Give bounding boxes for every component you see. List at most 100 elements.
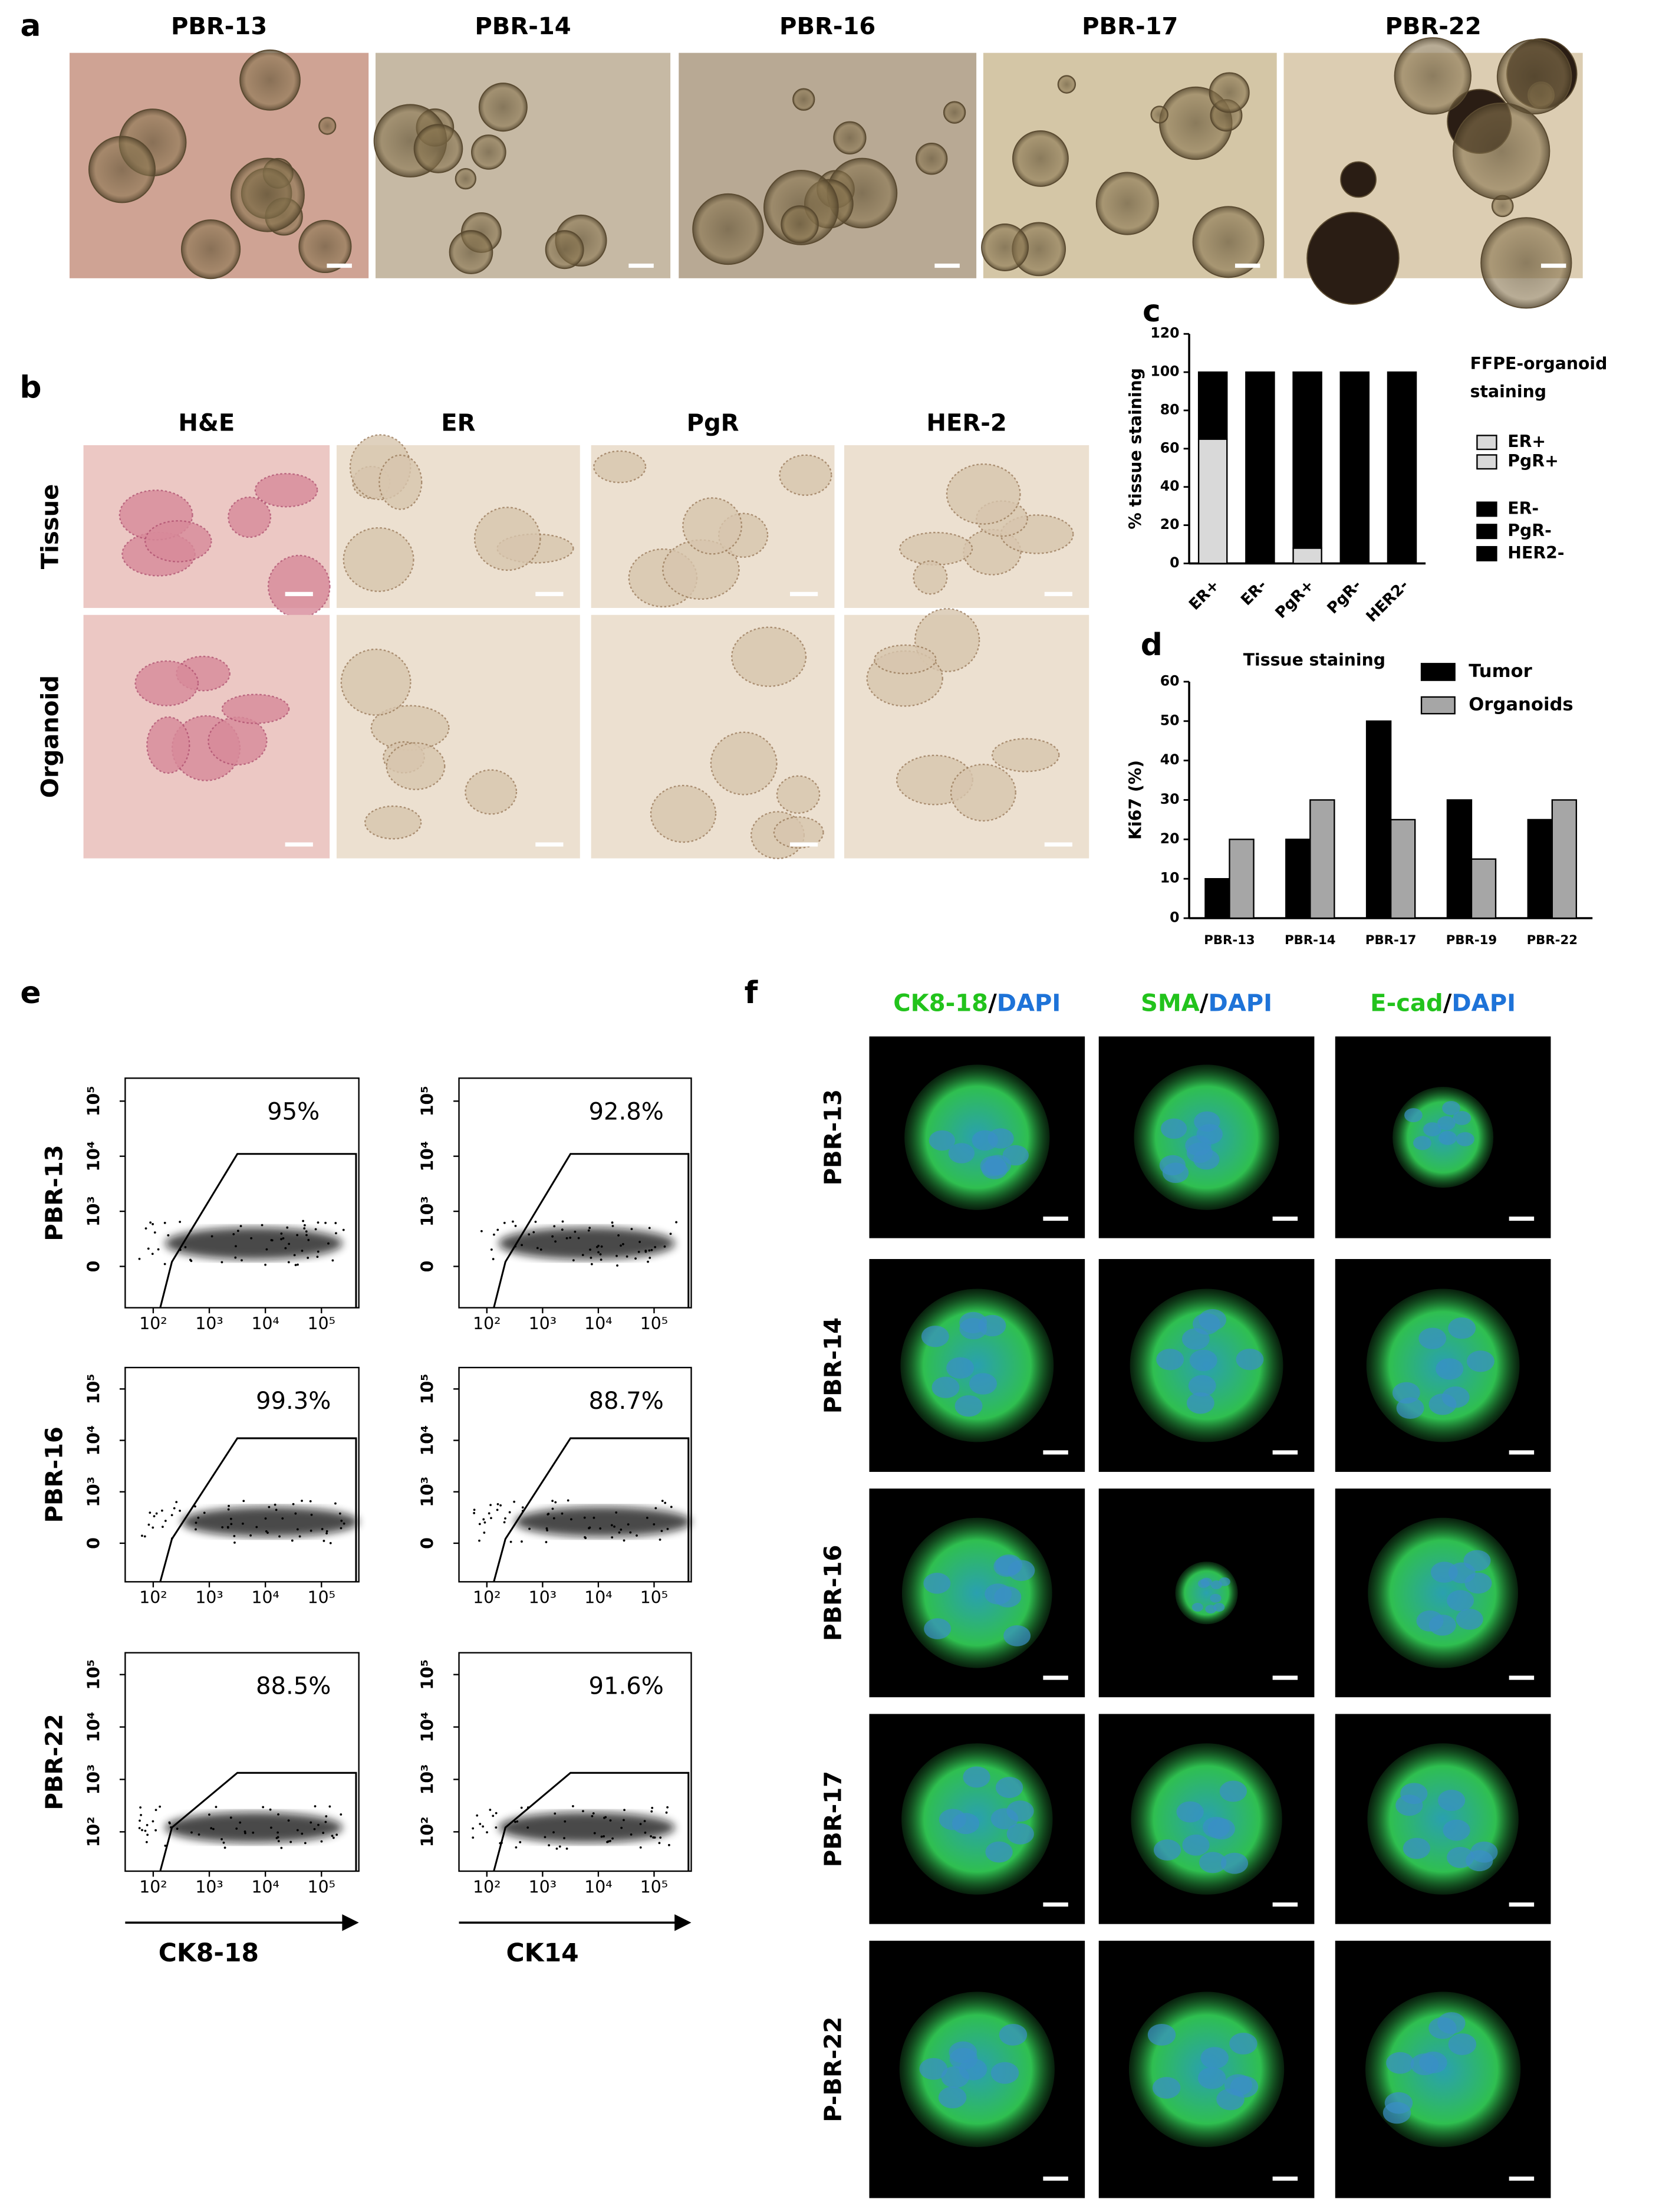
bar-segment — [1339, 371, 1370, 564]
event-dot — [663, 1245, 666, 1248]
event-dot — [482, 1518, 485, 1521]
event-dot — [141, 1534, 143, 1537]
x-tick-label: ER+ — [1186, 577, 1223, 614]
event-dot — [154, 1829, 157, 1832]
event-dot — [233, 1534, 236, 1537]
event-dot — [340, 1813, 343, 1816]
event-dot — [277, 1840, 280, 1843]
nucleus — [1386, 2052, 1414, 2074]
y-tick-label: 10² — [418, 1816, 437, 1847]
event-dot — [490, 1248, 493, 1251]
y-tick-label: 40 — [1160, 751, 1180, 768]
tissue-nest — [991, 738, 1060, 773]
gate — [493, 1771, 690, 1872]
event-dot — [665, 1811, 668, 1814]
organoid — [1453, 102, 1551, 201]
tissue-nest — [776, 775, 821, 814]
event-dot — [197, 1516, 200, 1519]
x-tick-label: 10² — [139, 1877, 167, 1897]
event-dot — [164, 1844, 167, 1847]
legend-swatch — [1476, 454, 1497, 470]
chart-title: Tissue staining — [1243, 650, 1385, 670]
event-dot — [512, 1220, 514, 1223]
event-dot — [592, 1516, 595, 1519]
organoid — [1368, 1517, 1519, 1668]
event-dot — [565, 1848, 568, 1850]
plot-frame — [124, 1366, 360, 1583]
event-dot — [281, 1517, 284, 1520]
organoid — [1340, 161, 1377, 198]
nucleus — [1470, 1841, 1498, 1863]
fluorescence-image — [1335, 1940, 1551, 2198]
bar — [1229, 839, 1255, 919]
ihc-image — [844, 445, 1089, 608]
event-dot — [325, 1532, 328, 1534]
flow-plot — [119, 1366, 360, 1587]
tissue-nest — [340, 648, 412, 716]
y-tick-label: 0 — [1170, 909, 1179, 926]
x-tick-label: 10⁴ — [251, 1588, 279, 1608]
bar-segment — [1245, 371, 1275, 564]
nucleus — [969, 1373, 997, 1395]
x-tick-label: 10² — [473, 1877, 501, 1897]
bar — [1309, 799, 1335, 919]
event-dot — [478, 1523, 481, 1526]
event-dot — [552, 1517, 555, 1520]
event-dot — [316, 1255, 319, 1258]
y-tick-label: 10⁵ — [418, 1373, 437, 1404]
event-dot — [332, 1836, 335, 1839]
event-dot — [519, 1840, 522, 1843]
event-dot — [269, 1808, 272, 1811]
event-dot — [595, 1245, 598, 1248]
event-dot — [496, 1228, 499, 1231]
event-cloud — [515, 1507, 692, 1537]
event-dot — [293, 1254, 296, 1257]
event-dot — [659, 1836, 662, 1839]
event-dot — [338, 1512, 341, 1515]
event-dot — [480, 1230, 483, 1232]
y-tick-label: 60 — [1160, 672, 1180, 689]
event-dot — [154, 1809, 157, 1812]
event-dot — [230, 1523, 233, 1526]
event-dot — [539, 1248, 542, 1251]
event-dot — [173, 1507, 176, 1510]
gate-percent: 91.6% — [589, 1673, 664, 1700]
event-dot — [228, 1504, 230, 1507]
arrow-head — [342, 1914, 359, 1931]
y-tick-label: 10 — [1160, 870, 1180, 886]
x-tick-label: 10⁴ — [584, 1314, 612, 1333]
event-dot — [650, 1835, 652, 1838]
tissue-nest — [950, 764, 1016, 822]
event-dot — [555, 1848, 558, 1850]
legend-label: Tumor — [1469, 661, 1532, 682]
row-title: P-BR-22 — [820, 2017, 847, 2122]
gate — [493, 1153, 690, 1308]
organoid — [692, 193, 764, 265]
event-dot — [239, 1821, 242, 1824]
nucleus — [1188, 1375, 1216, 1397]
event-cloud — [181, 1507, 359, 1537]
nucleus — [1441, 1386, 1470, 1408]
y-tick-label: 10⁴ — [418, 1141, 437, 1172]
x-tick-label: 10⁴ — [584, 1588, 612, 1608]
nucleus — [995, 1777, 1023, 1798]
title-part: DAPI — [1451, 990, 1516, 1017]
nucleus — [1229, 2032, 1257, 2055]
event-dot — [310, 1821, 312, 1824]
event-dot — [242, 1500, 245, 1503]
event-dot — [274, 1503, 276, 1506]
x-tick-label: 10⁴ — [251, 1314, 279, 1333]
x-tick-label: PgR- — [1324, 577, 1365, 618]
nucleus — [1382, 2102, 1411, 2124]
fluorescence-image — [1335, 1259, 1551, 1472]
fluorescence-image — [1335, 1488, 1551, 1698]
title-part: / — [1200, 990, 1209, 1017]
column-title: H&E — [178, 410, 235, 437]
event-dot — [611, 1837, 614, 1840]
event-dot — [252, 1831, 255, 1834]
event-dot — [226, 1526, 229, 1529]
event-dot — [551, 1507, 554, 1510]
tissue-nest — [343, 527, 414, 592]
tissue-nest — [874, 644, 937, 675]
event-dot — [233, 1541, 236, 1544]
